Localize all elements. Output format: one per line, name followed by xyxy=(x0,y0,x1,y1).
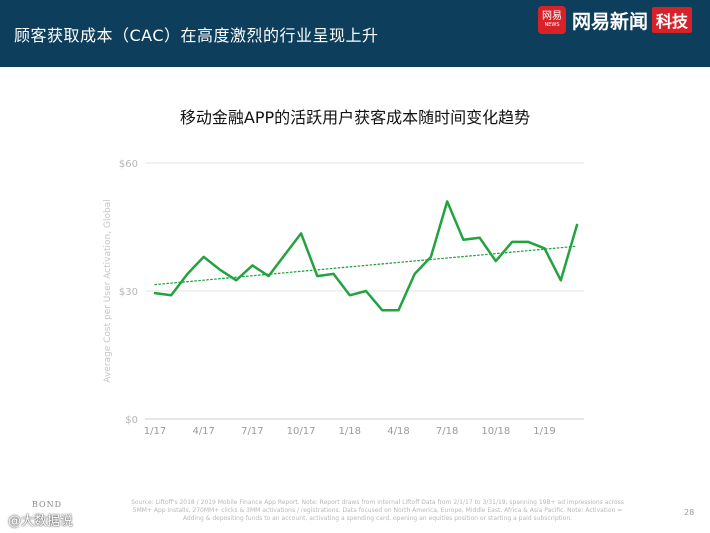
y-axis-ticks: $60 $30 $0 xyxy=(119,159,138,426)
x-tick-label: 4/17 xyxy=(192,426,214,437)
x-tick-label: 10/18 xyxy=(481,426,510,437)
x-tick-label: 10/17 xyxy=(287,426,316,437)
y-tick-label: $60 xyxy=(119,159,138,170)
netease-logo-icon: 网易 NEWS xyxy=(538,6,566,34)
x-tick-label: 4/18 xyxy=(387,426,409,437)
chart-title: 移动金融APP的活跃用户获客成本随时间变化趋势 xyxy=(179,108,531,127)
logo-sub-text: NEWS xyxy=(544,22,560,28)
header-bar: 顾客获取成本（CAC）在高度激烈的行业呈现上升 网易 NEWS 网易新闻 科技 xyxy=(0,0,710,67)
x-tick-label: 1/19 xyxy=(533,426,555,437)
x-tick-label: 1/18 xyxy=(339,426,361,437)
x-tick-label: 7/17 xyxy=(241,426,263,437)
x-tick-label: 1/17 xyxy=(144,426,166,437)
trend-line xyxy=(154,245,578,286)
logo-text: 网易 xyxy=(542,11,562,22)
brand-name: 网易新闻 xyxy=(572,10,649,33)
y-axis-label: Average Cost per User Activation, Global xyxy=(103,199,113,382)
series-line xyxy=(153,200,579,312)
y-tick-label: $0 xyxy=(125,415,138,426)
y-tick-label: $30 xyxy=(119,287,138,298)
x-tick-label: 7/18 xyxy=(436,426,458,437)
page-number: 28 xyxy=(684,508,695,517)
x-axis-ticks: 1/17 4/17 7/17 10/17 1/18 4/18 7/18 10/18 1/19 xyxy=(144,426,556,437)
watermark: @大数据说 xyxy=(8,514,74,529)
bond-logo: BOND xyxy=(32,500,62,509)
series-group xyxy=(153,200,579,312)
brand: 网易 NEWS 网易新闻 科技 xyxy=(538,6,693,34)
source-footnote: Source: Liftoff's 2018 / 2019 Mobile Fin… xyxy=(131,499,624,522)
page-title: 顾客获取成本（CAC）在高度激烈的行业呈现上升 xyxy=(14,26,379,45)
brand-tag: 科技 xyxy=(652,7,693,33)
